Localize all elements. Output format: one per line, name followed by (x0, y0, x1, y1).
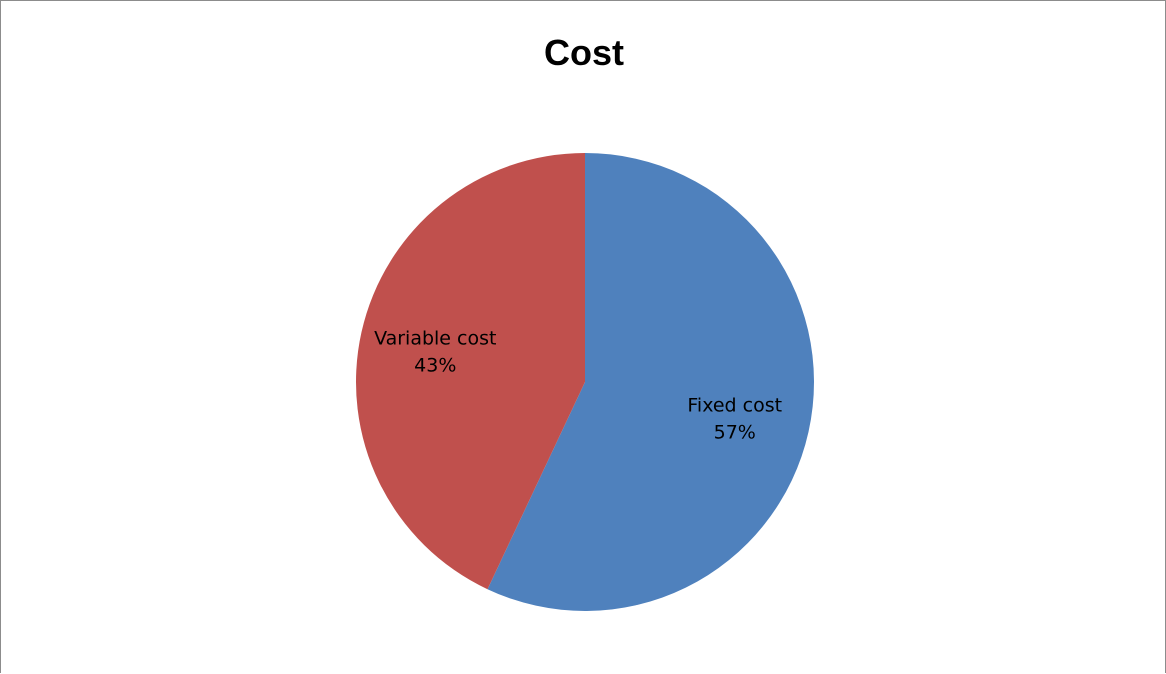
chart-title: Cost (544, 32, 624, 73)
slice-percent-label: 57% (714, 421, 756, 443)
slice-label: Fixed cost (687, 394, 782, 416)
pie-slice-variable-cost (356, 153, 585, 590)
slice-percent-label: 43% (414, 355, 456, 377)
slice-label: Variable cost (374, 328, 496, 350)
pie-slice-fixed-cost (487, 153, 815, 611)
